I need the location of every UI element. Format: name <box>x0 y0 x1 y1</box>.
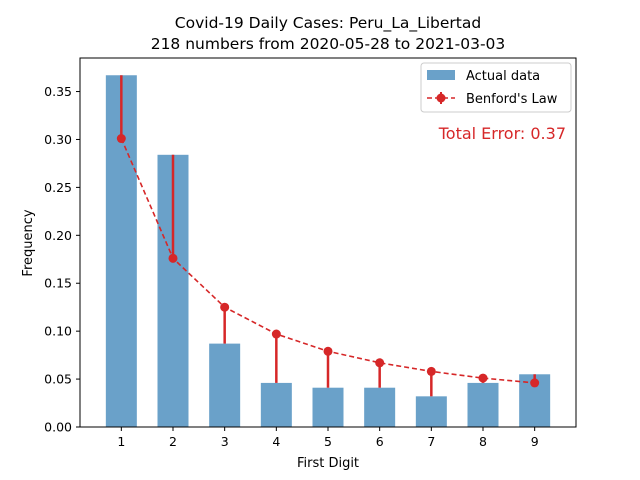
y-tick-label: 0.05 <box>44 372 72 387</box>
benford-point-digit-4 <box>271 329 281 339</box>
y-axis: 0.00 0.05 0.10 0.15 0.20 0.25 0.30 0.35 <box>44 84 80 435</box>
legend-benford-marker <box>436 93 446 103</box>
benford-point-digit-5 <box>323 346 333 356</box>
bar-digit-5 <box>312 387 344 427</box>
benford-point-digit-1 <box>116 134 126 144</box>
x-tick-label: 2 <box>169 434 177 449</box>
x-tick-label: 5 <box>324 434 332 449</box>
legend-actual-swatch <box>427 70 455 80</box>
bar-digit-4 <box>260 382 292 427</box>
y-tick-label: 0.35 <box>44 84 72 99</box>
x-tick-label: 4 <box>272 434 280 449</box>
benford-point-digit-2 <box>168 253 178 263</box>
benford-line-layer <box>116 134 540 388</box>
y-tick-label: 0.10 <box>44 324 72 339</box>
benford-point-digit-3 <box>220 302 230 312</box>
error-lines-layer <box>120 75 536 397</box>
x-tick-label: 9 <box>531 434 539 449</box>
x-axis: 1 2 3 4 5 6 7 8 9 <box>117 427 539 449</box>
y-tick-label: 0.25 <box>44 180 72 195</box>
x-tick-label: 6 <box>376 434 384 449</box>
chart-title: Covid-19 Daily Cases: Peru_La_Libertad <box>175 14 481 33</box>
total-error-annotation: Total Error: 0.37 <box>438 124 566 143</box>
legend-box <box>420 62 572 113</box>
benford-point-digit-7 <box>426 366 436 376</box>
benford-point-digit-8 <box>478 373 488 383</box>
legend: Actual data Benford's Law <box>420 62 572 113</box>
bar-digit-8 <box>467 382 499 427</box>
x-tick-label: 3 <box>221 434 229 449</box>
x-tick-label: 8 <box>479 434 487 449</box>
bar-digit-6 <box>364 387 396 427</box>
y-axis-label: Frequency <box>21 209 36 276</box>
y-tick-label: 0.30 <box>44 132 72 147</box>
chart-subtitle: 218 numbers from 2020-05-28 to 2021-03-0… <box>151 35 506 53</box>
bar-digit-7 <box>415 396 447 427</box>
legend-actual-label: Actual data <box>466 69 540 84</box>
y-tick-label: 0.00 <box>44 420 72 435</box>
y-tick-label: 0.15 <box>44 276 72 291</box>
x-tick-label: 1 <box>117 434 125 449</box>
bars-layer <box>105 75 551 427</box>
benford-point-digit-6 <box>375 358 385 368</box>
benford-point-digit-9 <box>530 378 540 388</box>
bar-digit-3 <box>209 343 241 427</box>
x-axis-label: First Digit <box>297 456 359 471</box>
x-tick-label: 7 <box>427 434 435 449</box>
legend-benford-label: Benford's Law <box>466 92 558 107</box>
y-tick-label: 0.20 <box>44 228 72 243</box>
